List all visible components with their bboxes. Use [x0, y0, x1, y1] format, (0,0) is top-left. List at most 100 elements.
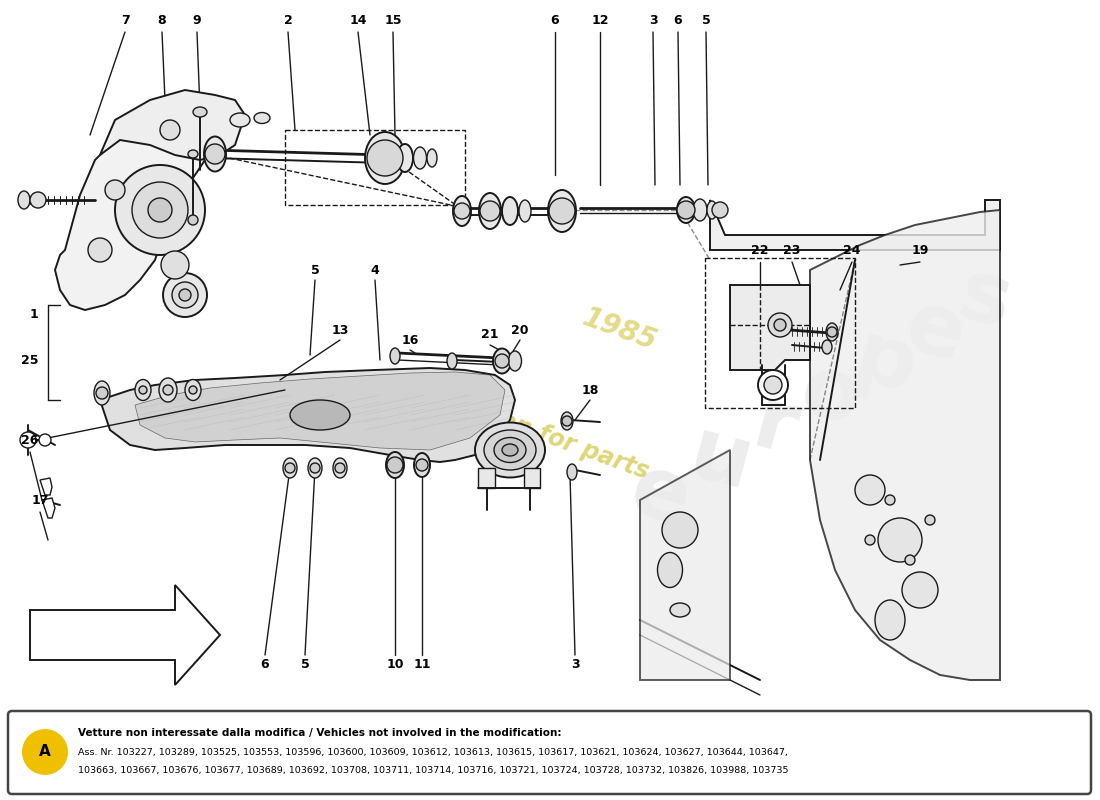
Polygon shape: [135, 372, 505, 450]
Text: 21: 21: [482, 329, 498, 342]
Text: 24: 24: [844, 243, 860, 257]
Ellipse shape: [308, 458, 322, 478]
Ellipse shape: [566, 464, 578, 480]
Ellipse shape: [397, 144, 412, 172]
Text: a passion for parts: a passion for parts: [408, 376, 652, 484]
Circle shape: [865, 535, 874, 545]
Polygon shape: [30, 585, 220, 685]
Ellipse shape: [826, 323, 838, 341]
Circle shape: [387, 457, 403, 473]
Ellipse shape: [386, 452, 404, 478]
Text: 103663, 103667, 103676, 103677, 103689, 103692, 103708, 103711, 103714, 103716, : 103663, 103667, 103676, 103677, 103689, …: [78, 766, 789, 774]
Text: 19: 19: [911, 243, 928, 257]
Polygon shape: [55, 125, 215, 310]
Circle shape: [774, 319, 786, 331]
Bar: [705, 258, 855, 408]
Text: 14: 14: [350, 14, 366, 26]
Circle shape: [116, 165, 205, 255]
Ellipse shape: [548, 190, 576, 232]
Text: 22: 22: [751, 243, 769, 257]
FancyBboxPatch shape: [8, 711, 1091, 794]
Text: 15: 15: [384, 14, 402, 26]
Ellipse shape: [414, 147, 427, 169]
Ellipse shape: [493, 349, 512, 374]
Text: Vetture non interessate dalla modifica / Vehicles not involved in the modificati: Vetture non interessate dalla modifica /…: [78, 728, 561, 738]
Text: 3: 3: [649, 14, 658, 26]
Circle shape: [139, 386, 147, 394]
Text: 23: 23: [783, 243, 801, 257]
Polygon shape: [524, 468, 540, 488]
Circle shape: [132, 182, 188, 238]
Text: 5: 5: [702, 14, 711, 26]
Ellipse shape: [254, 113, 270, 123]
Ellipse shape: [676, 197, 695, 223]
Polygon shape: [40, 478, 52, 495]
Circle shape: [104, 180, 125, 200]
Circle shape: [758, 370, 788, 400]
Circle shape: [161, 251, 189, 279]
Ellipse shape: [478, 193, 500, 229]
Text: s: s: [949, 254, 1020, 346]
Text: 11: 11: [414, 658, 431, 671]
Text: 1985: 1985: [579, 304, 661, 356]
Text: o: o: [791, 348, 870, 444]
Text: 4: 4: [371, 263, 380, 277]
Text: 17: 17: [31, 494, 48, 506]
Polygon shape: [710, 200, 1000, 250]
Ellipse shape: [185, 379, 201, 401]
Circle shape: [905, 555, 915, 565]
Circle shape: [676, 201, 695, 219]
Circle shape: [39, 434, 51, 446]
Text: 20: 20: [512, 323, 529, 337]
Circle shape: [827, 327, 837, 337]
Text: 6: 6: [551, 14, 559, 26]
Ellipse shape: [290, 400, 350, 430]
Text: 18: 18: [581, 383, 598, 397]
Text: 8: 8: [157, 14, 166, 26]
Circle shape: [662, 512, 698, 548]
Ellipse shape: [365, 132, 405, 184]
Text: 3: 3: [571, 658, 580, 671]
Circle shape: [454, 203, 470, 219]
Circle shape: [172, 282, 198, 308]
Text: 10: 10: [386, 658, 404, 671]
Ellipse shape: [94, 381, 110, 405]
Circle shape: [188, 215, 198, 225]
Ellipse shape: [188, 150, 198, 158]
Circle shape: [179, 289, 191, 301]
Circle shape: [925, 515, 935, 525]
Text: e: e: [896, 284, 974, 380]
Circle shape: [886, 495, 895, 505]
Text: 2: 2: [284, 14, 293, 26]
Ellipse shape: [502, 197, 518, 225]
Text: 1: 1: [30, 309, 38, 322]
Circle shape: [160, 120, 180, 140]
Ellipse shape: [283, 458, 297, 478]
Circle shape: [562, 416, 572, 426]
Circle shape: [96, 387, 108, 399]
Text: 6: 6: [261, 658, 270, 671]
Ellipse shape: [874, 600, 905, 640]
Text: 25: 25: [21, 354, 38, 366]
Circle shape: [855, 475, 886, 505]
Circle shape: [163, 273, 207, 317]
Text: p: p: [845, 316, 926, 412]
Ellipse shape: [822, 340, 832, 354]
Circle shape: [878, 518, 922, 562]
Ellipse shape: [18, 191, 30, 209]
Circle shape: [148, 198, 172, 222]
Text: 6: 6: [673, 14, 682, 26]
Circle shape: [549, 198, 575, 224]
Circle shape: [712, 202, 728, 218]
Ellipse shape: [390, 348, 400, 364]
Circle shape: [367, 140, 403, 176]
Polygon shape: [478, 468, 495, 488]
Circle shape: [480, 201, 501, 221]
Text: 5: 5: [310, 263, 319, 277]
Ellipse shape: [160, 378, 177, 402]
Circle shape: [23, 730, 67, 774]
Ellipse shape: [192, 107, 207, 117]
Polygon shape: [730, 285, 810, 370]
Ellipse shape: [230, 113, 250, 127]
Polygon shape: [640, 450, 730, 680]
